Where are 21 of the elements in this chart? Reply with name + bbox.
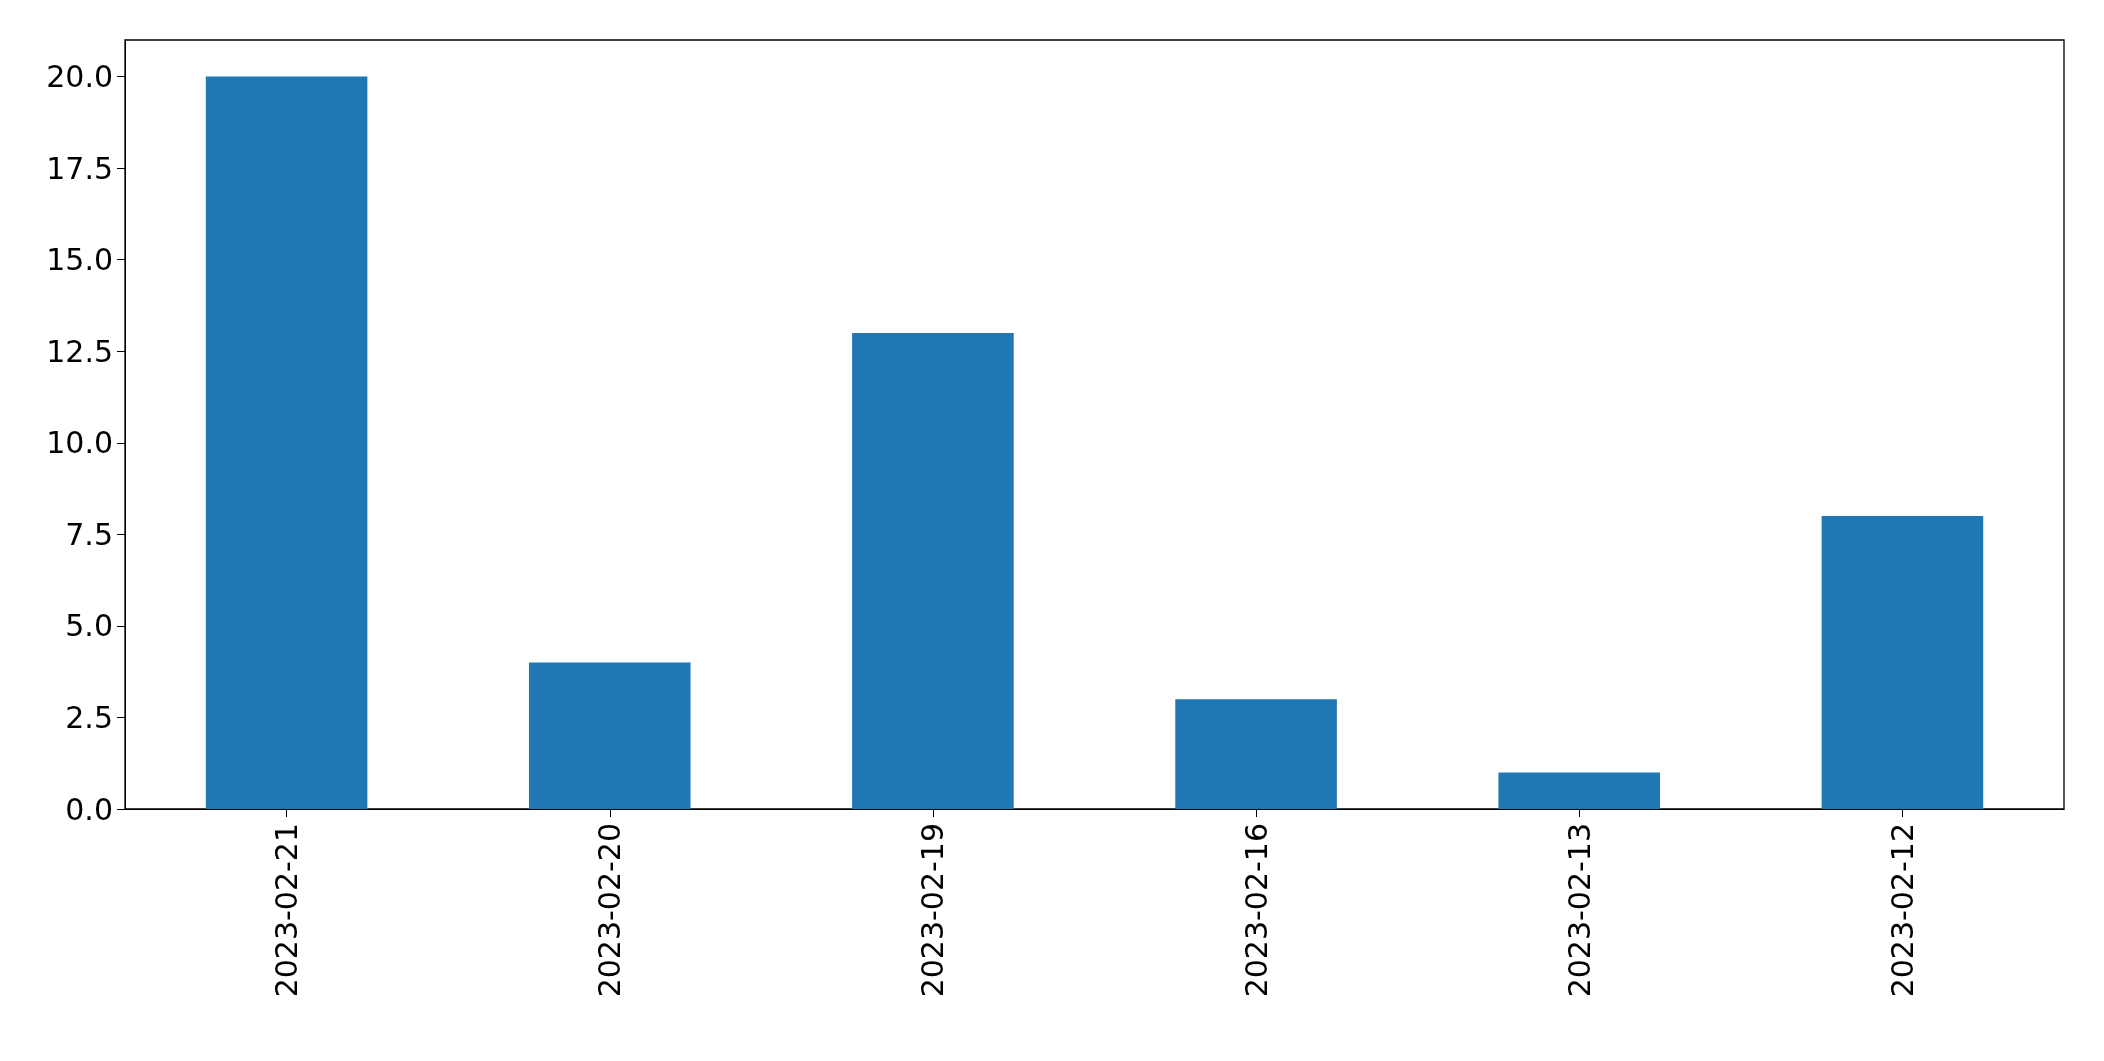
y-tick-label: 0.0	[65, 791, 113, 827]
x-tick-label: 2023-02-19	[915, 823, 951, 998]
x-tick-label: 2023-02-13	[1561, 823, 1597, 998]
x-tick-label: 2023-02-21	[269, 823, 305, 998]
bar	[205, 76, 368, 809]
y-tick-label: 10.0	[46, 425, 113, 461]
y-tick-label: 12.5	[46, 333, 113, 369]
bar	[1821, 516, 1984, 809]
y-tick-label: 20.0	[46, 59, 113, 95]
bar	[528, 662, 691, 809]
y-tick-label: 17.5	[46, 150, 113, 186]
y-tick-label: 15.0	[46, 242, 113, 278]
x-tick-label: 2023-02-20	[592, 823, 628, 998]
bar	[852, 332, 1014, 809]
x-tick-label: 2023-02-12	[1884, 823, 1920, 998]
y-tick-label: 5.0	[65, 608, 113, 644]
y-tick-label: 7.5	[65, 516, 113, 552]
x-tick-label: 2023-02-16	[1238, 823, 1274, 998]
bar	[1498, 772, 1661, 809]
bar	[1175, 699, 1337, 809]
y-tick-label: 2.5	[65, 699, 113, 735]
